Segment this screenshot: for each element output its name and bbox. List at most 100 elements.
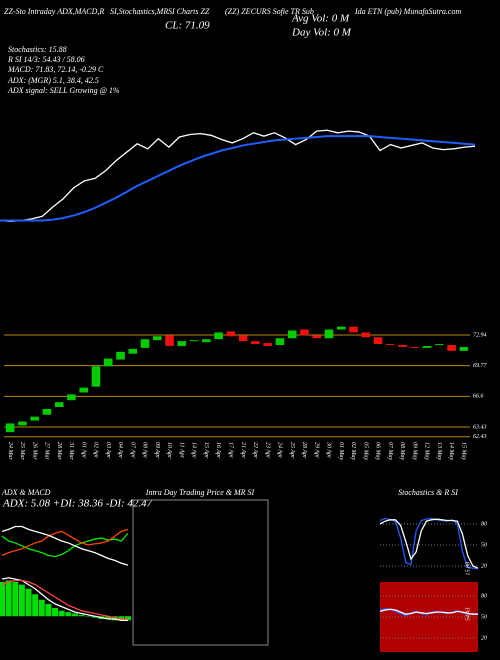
x-tick-label: 06 May (375, 442, 381, 460)
y-tick-label: 80 (481, 521, 487, 527)
x-tick-label: 09 Apr (154, 442, 160, 459)
avg-volume: Avg Vol: 0 M (291, 13, 350, 25)
x-tick-label: 10 Apr (166, 442, 172, 459)
x-tick-label: 03 Apr (105, 442, 111, 459)
x-tick-label: 23 Apr (264, 442, 270, 459)
bar (111, 616, 118, 621)
x-tick-label: 14 May (448, 442, 455, 460)
x-tick-label: 07 Apr (129, 442, 135, 459)
candle-body (447, 345, 456, 351)
bar (78, 614, 85, 617)
bar (12, 581, 19, 617)
y-tick-label: 72.94 (473, 331, 487, 338)
bar (0, 581, 5, 617)
candle-body (5, 423, 15, 433)
x-tick-label: 15 May (460, 442, 466, 460)
y-tick-label: 80 (481, 593, 487, 599)
candle-body (361, 332, 371, 338)
candle-body (385, 344, 395, 346)
title-part: SI,Stochastics,MR (110, 7, 168, 16)
x-tick-label: 25 Mar (19, 442, 25, 460)
x-tick-label: 24 Apr (277, 442, 284, 459)
candle-body (226, 331, 236, 337)
x-tick-label: 24 Mar (7, 442, 14, 460)
candle-body (238, 335, 248, 342)
last-value-label: 15.88 (465, 562, 471, 576)
y-tick-label: 20 (481, 563, 487, 569)
bar (38, 599, 45, 617)
panel-border (132, 499, 269, 646)
candle-body (116, 351, 125, 360)
stat-line: MACD: 71.83, 72.14, -0.29 C (7, 65, 104, 74)
candle-body (128, 348, 138, 354)
stat-line: ADX: (MGR) 5.1, 38.4, 42.5 (7, 76, 99, 85)
candle-body (410, 346, 420, 348)
title-part: Ida ETN (pub) MunafaSutra.com (354, 7, 461, 16)
candle-body (214, 332, 223, 340)
day-volume: Day Vol: 0 M (291, 27, 352, 39)
bar (91, 616, 98, 618)
bar (58, 610, 65, 617)
candle-body (202, 339, 211, 343)
x-tick-label: 28 Apr (301, 442, 307, 459)
candle-body (140, 339, 150, 348)
bar (118, 616, 125, 621)
x-tick-label: 08 May (399, 442, 405, 460)
bar (25, 588, 32, 617)
close-price: CL: 71.09 (165, 20, 210, 32)
x-tick-label: 01 Apr (80, 442, 86, 459)
bar (85, 616, 92, 617)
y-tick-label: 63.43 (473, 423, 487, 430)
x-tick-label: 09 May (411, 442, 417, 460)
candle-body (67, 394, 76, 401)
stat-line: R SI 14/3: 54.43 / 58.06 (7, 55, 85, 64)
x-tick-label: 11 Apr (178, 442, 184, 459)
stat-line: ADX signal: SELL Growing @ 1% (7, 86, 120, 95)
series-line (1, 532, 129, 558)
bar (32, 594, 39, 617)
candle-body (251, 341, 260, 345)
candle-body (287, 330, 297, 339)
x-tick-label: 02 Apr (93, 442, 99, 459)
candle-body (422, 345, 432, 348)
bar (71, 613, 78, 617)
x-tick-label: 30 Apr (326, 441, 332, 459)
title-part: SI Charts ZZ (168, 7, 210, 16)
y-tick-label: 50 (481, 614, 487, 620)
bar (52, 608, 59, 617)
x-tick-label: 31 Mar (68, 441, 74, 460)
series-line (0, 135, 476, 222)
panel-title: Intra Day Trading Price & MR SI (145, 488, 255, 497)
x-tick-label: 21 Apr (240, 442, 246, 459)
candle-body (336, 326, 346, 330)
candle-body (324, 329, 334, 339)
x-tick-label: 08 Apr (142, 442, 148, 459)
series-line (1, 579, 128, 620)
y-tick-label: 69.77 (473, 363, 488, 369)
bar (105, 616, 112, 619)
y-tick-label: 20 (481, 635, 487, 641)
candle-body (103, 358, 113, 367)
candle-body (398, 345, 407, 347)
panel-title: Stochastics & R SI (398, 488, 458, 497)
bar (18, 584, 25, 617)
x-tick-label: 04 Apr (117, 442, 124, 459)
x-tick-label: 16 Apr (215, 442, 221, 459)
x-tick-label: 28 Mar (56, 442, 62, 460)
x-tick-label: 13 May (436, 442, 442, 460)
y-tick-label: 62.43 (473, 433, 487, 440)
x-tick-label: 01 May (338, 442, 344, 460)
bar (5, 580, 12, 617)
x-tick-label: 29 Apr (313, 442, 319, 459)
candle-body (91, 366, 101, 387)
candle-body (373, 337, 383, 345)
x-tick-label: 05 May (362, 442, 368, 460)
y-tick-label: 50 (481, 542, 487, 548)
candle-body (349, 326, 358, 333)
candle-body (435, 344, 444, 346)
candle-body (152, 336, 162, 341)
series-line (379, 518, 479, 569)
bar (45, 603, 52, 617)
y-tick-label: 66.6 (473, 394, 484, 400)
series-line (1, 528, 129, 557)
